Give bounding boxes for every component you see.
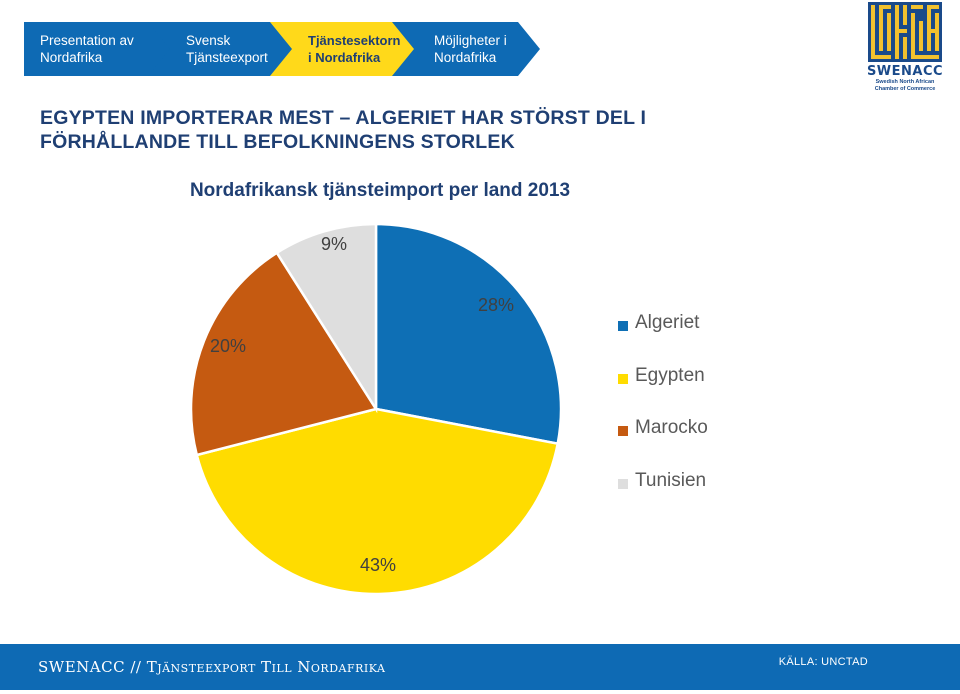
legend-swatch-algeriet [618,321,628,331]
footer-bar: SWENACC // Tjänsteexport Till Nordafrika… [0,644,960,690]
swenacc-logo: SWENACC Swedish North African Chamber of… [866,0,944,92]
nav-arrow-tjanstesektorn[interactable] [270,22,418,76]
pie-slice-algeriet[interactable] [374,222,563,446]
legend-label-marocko: Marocko [635,417,708,438]
legend-label-tunisien: Tunisien [635,469,707,491]
pie-slice-tunisien[interactable] [275,222,378,414]
data-label-marocko: 20% [210,336,246,356]
logo-subtitle: Swedish North African Chamber of Commerc… [874,79,936,92]
nav-arrow-svensk-export[interactable] [148,22,296,76]
slide-headline: EGYPTEN IMPORTERAR MEST – ALGERIET HAR S… [40,107,647,153]
nav-item-presentation[interactable]: Presentation av Nordafrika [40,33,134,65]
legend-swatch-egypten [618,373,628,384]
chart-title: Nordafrikansk tjänsteimport per land 201… [189,180,571,201]
nav-item-svensk-export[interactable]: Svensk Tjänsteexport [186,33,268,65]
logo-name: SWENACC [866,64,944,79]
legend-swatch-marocko [618,426,628,436]
nav-arrow-presentation[interactable] [24,22,174,76]
data-label-egypten: 43% [360,555,396,575]
nav-arrows [24,22,540,76]
section-nav: Presentation av Nordafrika Svensk Tjänst… [24,22,544,76]
data-label-algeriet: 28% [478,295,514,315]
legend-swatch-tunisien [618,478,628,489]
footer-source: KÄLLA: UNCTAD [778,656,868,668]
kufic-logo-icon [868,2,942,62]
legend-label-egypten: Egypten [635,364,705,386]
pie-slice-marocko[interactable] [189,251,378,457]
nav-arrow-mojligheter[interactable] [392,22,540,76]
footer-title: SWENACC // Tjänsteexport Till Nordafrika [38,658,386,676]
pie-slice-egypten[interactable] [195,407,560,596]
legend-label-algeriet: Algeriet [635,312,700,333]
data-label-tunisien: 9% [321,234,347,254]
nav-item-tjanstesektorn[interactable]: Tjänstesektorn i Nordafrika [308,33,401,65]
nav-item-mojligheter[interactable]: Möjligheter i Nordafrika [434,33,507,65]
